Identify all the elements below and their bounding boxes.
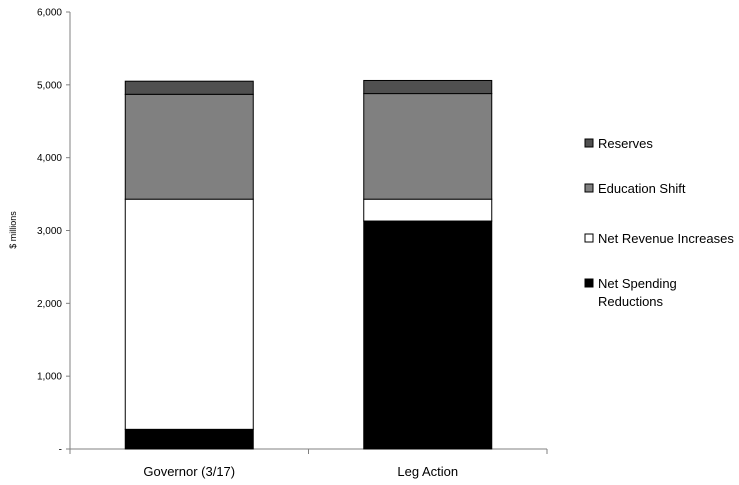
y-axis-ticks: - 1,000 2,000 3,000 4,000 5,000 6,000 bbox=[37, 8, 548, 456]
bar-segment-education-shift-0 bbox=[124, 93, 254, 200]
bar-segment-net-revenue-increases-0 bbox=[124, 198, 254, 430]
y-tick-label: 3,000 bbox=[37, 226, 62, 237]
y-axis-label: $ millions bbox=[8, 211, 18, 249]
bar-segment-net-revenue-increases-1 bbox=[363, 198, 493, 222]
legend-label: Education Shift bbox=[598, 181, 686, 196]
legend-swatch bbox=[584, 278, 594, 288]
bar-segment-education-shift-1 bbox=[363, 93, 493, 200]
bar-segment-net-spending-reductions-1 bbox=[363, 220, 493, 450]
legend-label: Net Revenue Increases bbox=[598, 231, 734, 246]
bar-segment-reserves-0 bbox=[124, 80, 254, 95]
legend: Reserves Education Shift Net Revenue Incre… bbox=[584, 136, 734, 309]
bars bbox=[124, 79, 493, 450]
y-tick-label: 6,000 bbox=[37, 8, 62, 19]
x-category-label: Governor (3/17) bbox=[143, 464, 235, 479]
legend-label: Reductions bbox=[598, 294, 664, 309]
bar-segment-net-spending-reductions-0 bbox=[124, 428, 254, 450]
bar-segment-reserves-1 bbox=[363, 79, 493, 95]
x-category-label: Leg Action bbox=[397, 464, 458, 479]
y-tick-label: - bbox=[59, 445, 62, 456]
y-tick-label: 5,000 bbox=[37, 80, 62, 91]
x-axis-labels: Governor (3/17) Leg Action bbox=[143, 464, 458, 479]
legend-swatch bbox=[584, 138, 594, 148]
legend-swatch bbox=[584, 233, 594, 243]
y-tick-label: 2,000 bbox=[37, 299, 62, 310]
legend-label: Net Spending bbox=[598, 276, 677, 291]
y-tick-label: 1,000 bbox=[37, 372, 62, 383]
legend-label: Reserves bbox=[598, 136, 653, 151]
legend-swatch bbox=[584, 183, 594, 193]
y-tick-label: 4,000 bbox=[37, 153, 62, 164]
